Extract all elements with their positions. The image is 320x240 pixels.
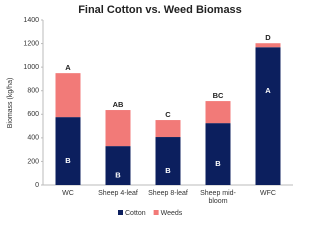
bar-segment (255, 43, 281, 48)
group-letter: C (165, 110, 171, 119)
legend-swatch (118, 210, 123, 215)
y-tick-label: 0 (35, 182, 39, 189)
group-letter: A (65, 63, 71, 72)
legend-label: Weeds (161, 210, 183, 217)
bar-segment (255, 47, 281, 185)
bar-segment (155, 120, 181, 138)
y-axis-label: Biomass (kg/ha) (7, 78, 14, 129)
bar-segment (55, 117, 81, 185)
x-tick-label: WFC (260, 190, 276, 197)
bar-segment (205, 123, 231, 185)
y-tick-label: 1400 (23, 17, 39, 24)
group-letter: BC (213, 91, 224, 100)
bar-letter: A (265, 86, 271, 95)
legend-label: Cotton (125, 210, 146, 217)
bar-letter: B (65, 156, 71, 165)
bar-segment (55, 73, 81, 118)
y-tick-label: 400 (27, 135, 39, 142)
bar-segment (205, 101, 231, 124)
bar-segment (105, 146, 131, 185)
y-tick-label: 600 (27, 111, 39, 118)
group-letter: D (265, 33, 271, 42)
bar-segment (105, 110, 131, 147)
group-letter: AB (113, 100, 124, 109)
chart: Final Cotton vs. Weed Biomass Biomass (k… (0, 0, 300, 225)
bar-segment (155, 137, 181, 185)
background (0, 0, 300, 225)
x-tick-label: Sheep mid-bloom (200, 190, 236, 205)
x-tick-label: Sheep 4-leaf (98, 190, 138, 197)
x-tick-label: Sheep 8-leaf (148, 190, 188, 197)
bar-letter: B (215, 159, 221, 168)
y-tick-label: 200 (27, 158, 39, 165)
y-tick-label: 1200 (23, 40, 39, 47)
chart-title: Final Cotton vs. Weed Biomass (78, 4, 242, 16)
bar-letter: B (165, 166, 171, 175)
bar-letter: B (115, 171, 121, 180)
legend-swatch (153, 210, 159, 215)
x-tick-label: WC (62, 190, 74, 197)
y-tick-label: 800 (27, 88, 39, 95)
y-tick-label: 1000 (23, 64, 39, 71)
